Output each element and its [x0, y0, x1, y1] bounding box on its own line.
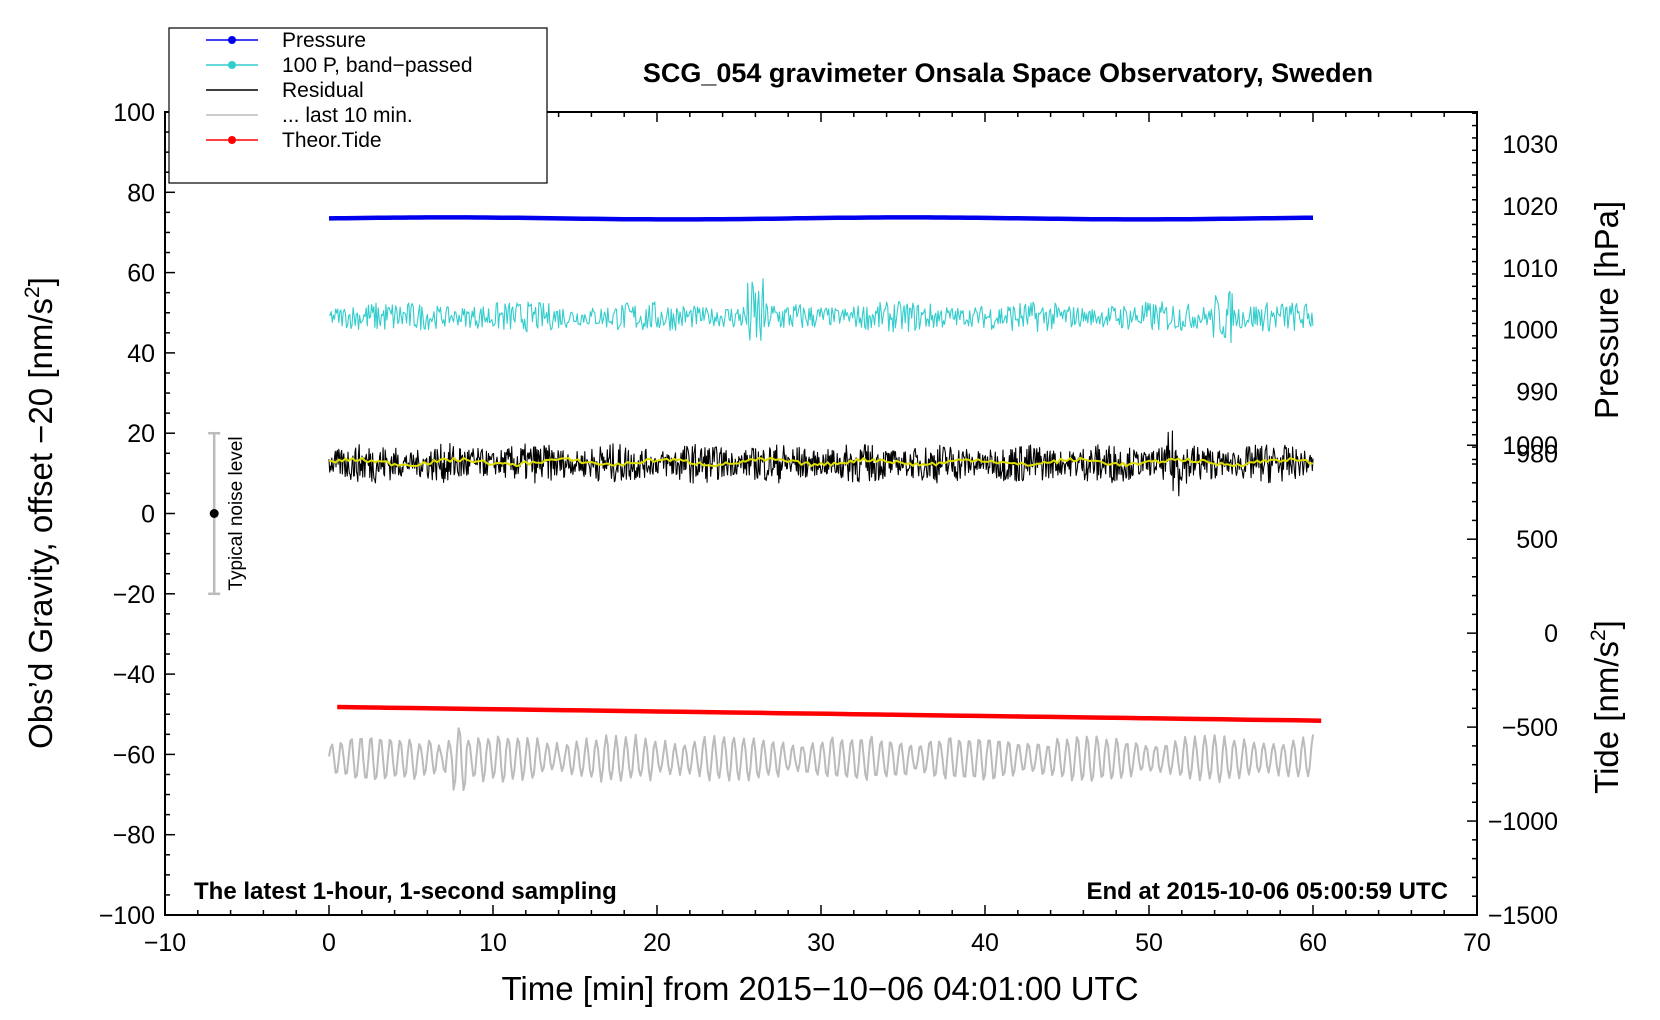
x-tick-label: 50 [1135, 929, 1163, 957]
series-pressure [328, 215, 1314, 222]
y-tick-label: 20 [127, 420, 155, 448]
y-tick-label: −80 [113, 822, 155, 850]
y-tick-label: −40 [113, 661, 155, 689]
y-axis-title-sup: 2 [21, 286, 44, 298]
x-tick-label: 20 [643, 929, 671, 957]
legend-marker [228, 36, 236, 44]
pressure-tick-label: 1000 [1502, 317, 1558, 345]
y-tick-label: 40 [127, 340, 155, 368]
pressure-tick-label: 1030 [1502, 131, 1558, 159]
y-tick-labels: −100 −80 −60 −40 −20 0 20 40 60 80 100 [99, 99, 155, 930]
series-last-10-min [328, 727, 1314, 792]
tide-axis-title-main: Tide [nm/s [1588, 641, 1625, 794]
y-axis-title-tail: ] [22, 277, 59, 286]
tide-axis-title-sup: 2 [1587, 629, 1610, 641]
x-tick-label: 60 [1299, 929, 1327, 957]
pressure-tick-label: 1020 [1502, 193, 1558, 221]
y-tick-label: 60 [127, 260, 155, 288]
x-tick-label: 30 [807, 929, 835, 957]
legend-label: Pressure [282, 29, 366, 52]
legend-box [168, 27, 548, 184]
series-residual [328, 430, 1314, 497]
right-axis-tick-labels: 980 990 1000 1010 1020 1030 −1500 −1000 −500 0 500… [1488, 131, 1558, 930]
tide-tick-label: 1000 [1502, 432, 1558, 460]
y-axis-title: Obs’d Gravity, offset −20 [nm/s2] [21, 277, 59, 749]
y-tick-label: 0 [141, 501, 155, 529]
noise-level-dot [209, 509, 219, 518]
legend-label: 100 P, band−passed [282, 54, 473, 77]
series-100-p-band-passed [328, 278, 1314, 344]
x-axis-title: Time [min] from 2015−10−06 04:01:00 UTC [501, 970, 1138, 1007]
x-tick-label: 10 [479, 929, 507, 957]
y-tick-label: −20 [113, 581, 155, 609]
legend-label: Theor.Tide [282, 129, 382, 152]
y-tick-label: 80 [127, 179, 155, 207]
pressure-tick-label: 1010 [1502, 255, 1558, 283]
annotation-end-time: End at 2015-10-06 05:00:59 UTC [1087, 878, 1449, 905]
tide-tick-label: −1500 [1488, 902, 1558, 930]
tide-tick-label: −500 [1502, 714, 1558, 742]
x-tick-label: 70 [1463, 929, 1491, 957]
x-tick-label: 0 [322, 929, 336, 957]
tide-tick-label: −1000 [1488, 808, 1558, 836]
series-theor-tide [337, 704, 1322, 723]
legend-label: Residual [282, 79, 364, 102]
series-residual-smoothed [328, 456, 1314, 468]
x-tick-label: 40 [971, 929, 999, 957]
y-tick-label: −100 [99, 902, 155, 930]
noise-level-label: Typical noise level [226, 436, 247, 590]
tide-axis-title: Tide [nm/s2] [1587, 620, 1625, 794]
x-tick-label: −10 [144, 929, 186, 957]
x-tick-labels: −10 0 10 20 30 40 50 60 70 [144, 929, 1491, 957]
noise-level-indicator: Typical noise level [208, 431, 247, 596]
y-tick-label: 100 [113, 99, 155, 127]
tide-axis-title-tail: ] [1588, 620, 1625, 629]
tide-tick-label: 500 [1516, 526, 1558, 554]
pressure-axis-title: Pressure [hPa] [1588, 201, 1625, 419]
annotation-latest-hour: The latest 1-hour, 1-second sampling [194, 878, 617, 905]
pressure-tick-label: 980 [1516, 440, 1558, 468]
legend-marker [228, 61, 236, 69]
series-layer [328, 215, 1322, 792]
y-tick-label: −60 [113, 741, 155, 769]
chart-title: SCG_054 gravimeter Onsala Space Observat… [643, 58, 1373, 88]
y-axis-title-main: Obs’d Gravity, offset −20 [nm/s [22, 298, 59, 749]
axis-ticks [164, 111, 1478, 916]
tide-tick-label: 0 [1544, 620, 1558, 648]
legend-marker [228, 136, 236, 144]
pressure-tick-label: 990 [1516, 378, 1558, 406]
legend-label: ... last 10 min. [282, 104, 413, 127]
